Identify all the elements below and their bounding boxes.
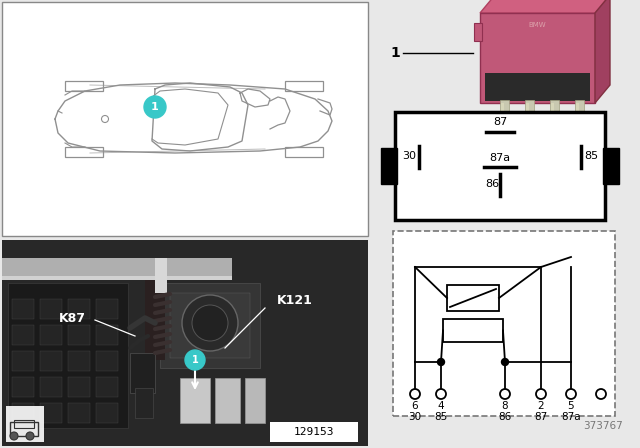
Bar [68, 377, 90, 397]
Bar [40, 299, 62, 319]
Bar [480, 13, 595, 103]
Bar [2, 276, 232, 280]
Bar [381, 148, 397, 184]
Bar [96, 351, 118, 371]
Circle shape [182, 295, 238, 351]
Bar [6, 406, 44, 442]
Text: 6: 6 [412, 401, 419, 411]
Bar [474, 23, 482, 41]
Circle shape [192, 305, 228, 341]
Text: 87: 87 [534, 412, 548, 422]
Circle shape [144, 96, 166, 118]
Circle shape [438, 358, 445, 366]
Bar [395, 112, 605, 220]
Bar [160, 283, 260, 368]
Bar [14, 420, 34, 428]
Text: 8: 8 [502, 401, 508, 411]
Bar [96, 377, 118, 397]
Bar [68, 299, 90, 319]
Text: 373767: 373767 [583, 421, 623, 431]
Bar [12, 299, 34, 319]
Bar [576, 103, 579, 123]
Circle shape [502, 358, 509, 366]
Bar [500, 100, 509, 125]
Bar [40, 325, 62, 345]
Bar [245, 378, 265, 423]
Bar [2, 258, 232, 280]
Bar [550, 100, 559, 125]
Bar [40, 351, 62, 371]
Text: 85: 85 [435, 412, 447, 422]
Bar [575, 100, 584, 125]
Bar [2, 240, 368, 446]
Text: 1: 1 [151, 102, 159, 112]
Bar [525, 100, 534, 125]
Text: 4: 4 [438, 401, 444, 411]
Bar [12, 403, 34, 423]
Bar [135, 388, 153, 418]
Bar [501, 103, 504, 123]
Text: 2: 2 [538, 401, 544, 411]
Text: 129153: 129153 [294, 427, 334, 437]
Bar [8, 283, 128, 428]
Bar [2, 2, 368, 236]
Text: 87a: 87a [561, 412, 581, 422]
Bar [285, 147, 323, 157]
Polygon shape [480, 0, 610, 13]
Bar [130, 353, 155, 393]
Circle shape [26, 432, 34, 440]
Bar [215, 378, 240, 423]
Text: BMW: BMW [528, 22, 546, 28]
Circle shape [10, 432, 18, 440]
Bar [285, 81, 323, 91]
Bar [180, 378, 210, 423]
Text: 87: 87 [493, 117, 507, 127]
Bar [526, 103, 529, 123]
Circle shape [185, 350, 205, 370]
Text: 86: 86 [485, 179, 499, 189]
Text: 87a: 87a [490, 153, 511, 163]
Bar [68, 351, 90, 371]
Bar [145, 280, 165, 360]
Text: K121: K121 [277, 293, 313, 306]
Text: 30: 30 [408, 412, 422, 422]
Bar [485, 73, 590, 101]
Bar [10, 422, 38, 436]
Text: 1: 1 [390, 46, 400, 60]
Bar [96, 299, 118, 319]
Text: 86: 86 [499, 412, 511, 422]
Polygon shape [595, 0, 610, 103]
Bar [40, 403, 62, 423]
Text: 1: 1 [191, 355, 198, 365]
Bar [12, 325, 34, 345]
Text: K87: K87 [58, 311, 86, 324]
Text: 5: 5 [568, 401, 574, 411]
Bar [40, 377, 62, 397]
Bar [65, 147, 103, 157]
Text: 85: 85 [584, 151, 598, 161]
Bar [155, 258, 167, 293]
Bar [393, 231, 615, 416]
Bar [68, 403, 90, 423]
Bar [12, 377, 34, 397]
Bar [12, 351, 34, 371]
Bar [603, 148, 619, 184]
Bar [96, 403, 118, 423]
Bar [447, 285, 499, 311]
Bar [65, 81, 103, 91]
Text: 30: 30 [402, 151, 416, 161]
Bar [2, 240, 368, 446]
Bar [68, 325, 90, 345]
Bar [170, 293, 250, 358]
Bar [551, 103, 554, 123]
Bar [96, 325, 118, 345]
Bar [270, 422, 358, 442]
Bar [443, 319, 503, 342]
